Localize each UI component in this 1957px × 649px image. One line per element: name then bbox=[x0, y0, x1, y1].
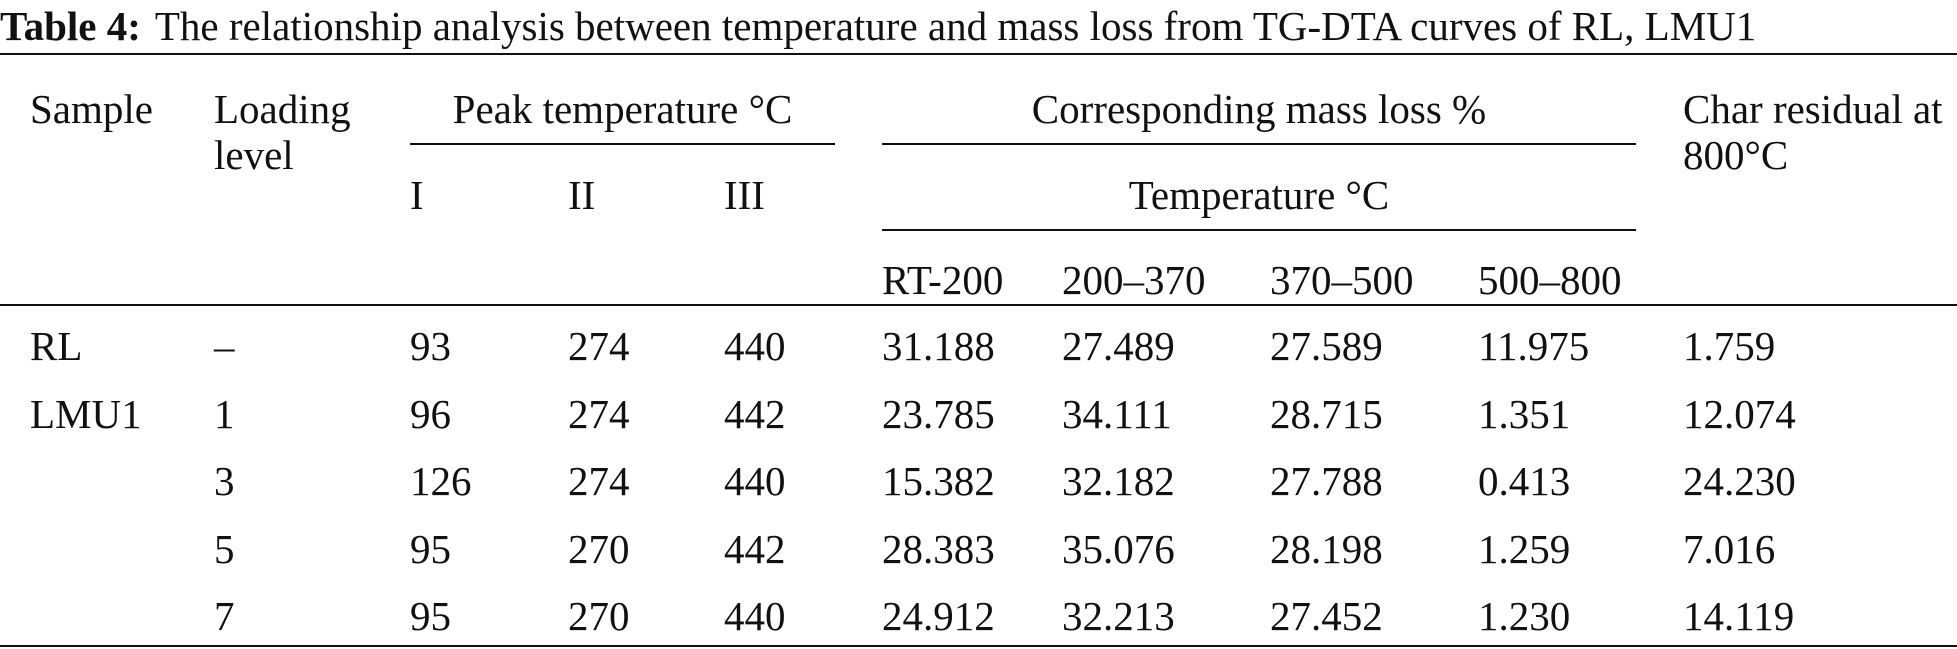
header-temp-col: RT-200 bbox=[882, 257, 1004, 303]
cell-peak-iii: 440 bbox=[724, 458, 786, 504]
cell-peak-i: 93 bbox=[410, 323, 451, 369]
header-peak-col: I bbox=[410, 172, 424, 218]
caption-label: Table 4: bbox=[0, 3, 141, 49]
bottom-rule bbox=[0, 645, 1957, 647]
header-peak-temperature: Peak temperature °C bbox=[452, 86, 793, 132]
cell-mass-rt-200: 23.785 bbox=[882, 391, 995, 437]
cell-peak-iii: 440 bbox=[724, 323, 786, 369]
cell-peak-i: 95 bbox=[410, 593, 451, 639]
cell-loading: – bbox=[214, 323, 235, 369]
header-peak-col: II bbox=[568, 172, 596, 218]
cell-mass-200-370: 32.213 bbox=[1062, 593, 1175, 639]
cell-char: 7.016 bbox=[1683, 526, 1776, 572]
cell-char: 24.230 bbox=[1683, 458, 1796, 504]
mass-group-rule bbox=[882, 143, 1636, 145]
header-temp-col: 500–800 bbox=[1478, 257, 1622, 303]
cell-mass-200-370: 34.111 bbox=[1062, 391, 1172, 437]
header-bottom-rule bbox=[0, 304, 1957, 306]
cell-mass-500-800: 1.259 bbox=[1478, 526, 1571, 572]
cell-mass-200-370: 35.076 bbox=[1062, 526, 1175, 572]
cell-loading: 5 bbox=[214, 526, 235, 572]
header-mass-loss: Corresponding mass loss % bbox=[1031, 86, 1487, 132]
header-sample: Sample bbox=[30, 86, 153, 132]
cell-mass-500-800: 11.975 bbox=[1478, 323, 1590, 369]
table-caption: Table 4: The relationship analysis betwee… bbox=[0, 2, 1756, 50]
cell-mass-370-500: 27.589 bbox=[1270, 323, 1383, 369]
header-temperature: Temperature °C bbox=[1128, 172, 1390, 218]
cell-peak-ii: 270 bbox=[568, 526, 630, 572]
cell-peak-iii: 442 bbox=[724, 391, 786, 437]
cell-mass-rt-200: 24.912 bbox=[882, 593, 995, 639]
temp-group-rule bbox=[882, 229, 1636, 231]
cell-char: 14.119 bbox=[1683, 593, 1795, 639]
header-char-residual: Char residual at 800°C bbox=[1683, 86, 1943, 178]
cell-mass-500-800: 1.351 bbox=[1478, 391, 1571, 437]
cell-mass-rt-200: 28.383 bbox=[882, 526, 995, 572]
caption-text: The relationship analysis between temper… bbox=[154, 3, 1757, 49]
cell-peak-i: 95 bbox=[410, 526, 451, 572]
cell-char: 1.759 bbox=[1683, 323, 1776, 369]
cell-mass-500-800: 1.230 bbox=[1478, 593, 1571, 639]
cell-mass-370-500: 28.715 bbox=[1270, 391, 1383, 437]
cell-char: 12.074 bbox=[1683, 391, 1796, 437]
cell-mass-rt-200: 15.382 bbox=[882, 458, 995, 504]
header-loading-level: Loading level bbox=[214, 86, 351, 178]
header-temp-col: 370–500 bbox=[1270, 257, 1414, 303]
cell-sample: LMU1 bbox=[30, 391, 142, 437]
cell-peak-i: 96 bbox=[410, 391, 451, 437]
cell-mass-200-370: 32.182 bbox=[1062, 458, 1175, 504]
cell-peak-ii: 274 bbox=[568, 391, 630, 437]
cell-loading: 1 bbox=[214, 391, 235, 437]
cell-mass-370-500: 27.788 bbox=[1270, 458, 1383, 504]
peak-group-rule bbox=[410, 143, 835, 145]
cell-mass-500-800: 0.413 bbox=[1478, 458, 1571, 504]
cell-mass-200-370: 27.489 bbox=[1062, 323, 1175, 369]
cell-mass-370-500: 27.452 bbox=[1270, 593, 1383, 639]
cell-loading: 3 bbox=[214, 458, 235, 504]
cell-peak-i: 126 bbox=[410, 458, 472, 504]
cell-mass-rt-200: 31.188 bbox=[882, 323, 995, 369]
cell-peak-iii: 440 bbox=[724, 593, 786, 639]
top-rule bbox=[0, 53, 1957, 55]
header-peak-col: III bbox=[724, 172, 765, 218]
cell-loading: 7 bbox=[214, 593, 235, 639]
cell-sample: RL bbox=[30, 323, 83, 369]
cell-mass-370-500: 28.198 bbox=[1270, 526, 1383, 572]
cell-peak-ii: 274 bbox=[568, 458, 630, 504]
header-temp-col: 200–370 bbox=[1062, 257, 1206, 303]
cell-peak-ii: 270 bbox=[568, 593, 630, 639]
cell-peak-iii: 442 bbox=[724, 526, 786, 572]
cell-peak-ii: 274 bbox=[568, 323, 630, 369]
